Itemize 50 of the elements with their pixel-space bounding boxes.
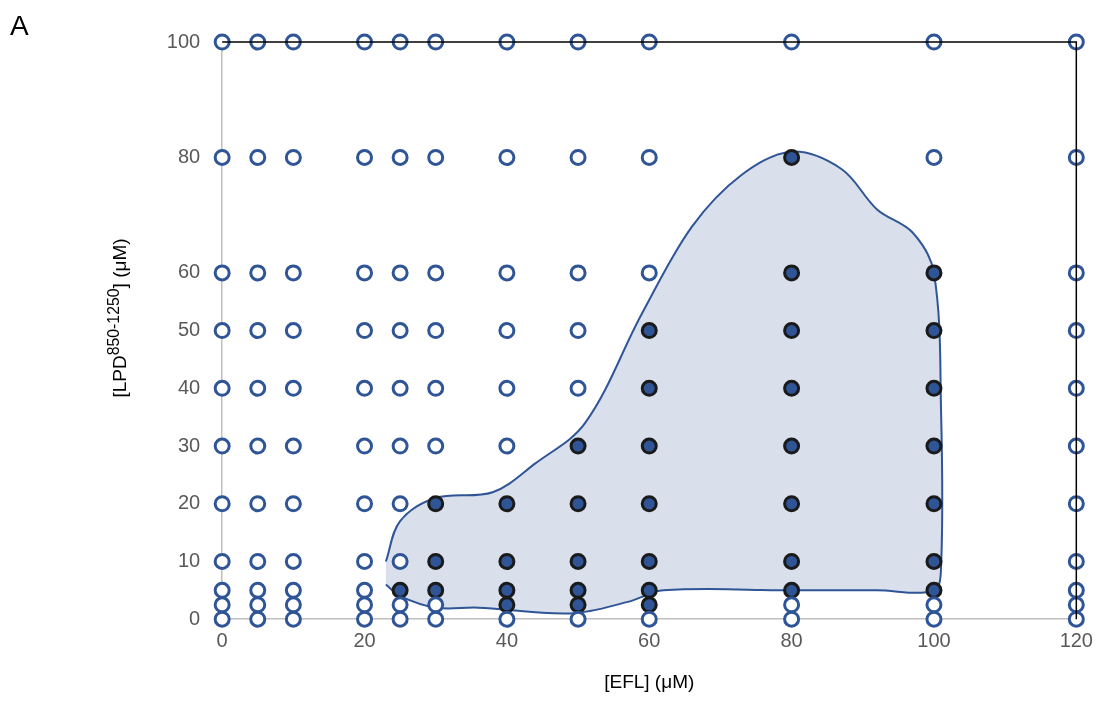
point <box>783 264 801 282</box>
point <box>925 437 943 455</box>
point <box>498 495 516 513</box>
point <box>569 495 587 513</box>
point <box>640 379 658 397</box>
x-axis-title: [EFL] (μM) <box>604 670 695 692</box>
point <box>498 552 516 570</box>
y-tick-label: 50 <box>177 318 201 341</box>
point <box>640 322 658 340</box>
x-tick-label: 0 <box>216 628 228 651</box>
point <box>925 495 943 513</box>
y-tick-label: 30 <box>177 433 201 456</box>
x-tick-label: 20 <box>353 628 376 651</box>
point <box>925 322 943 340</box>
y-tick-label: 0 <box>189 606 201 629</box>
point <box>640 495 658 513</box>
point <box>783 148 801 166</box>
point <box>498 581 516 599</box>
x-tick-label: 80 <box>780 628 803 651</box>
point <box>783 437 801 455</box>
point <box>569 581 587 599</box>
point <box>783 495 801 513</box>
point <box>640 437 658 455</box>
y-tick-label: 60 <box>177 260 201 283</box>
point <box>640 552 658 570</box>
point <box>783 581 801 599</box>
point <box>569 552 587 570</box>
point <box>925 264 943 282</box>
point <box>427 581 445 599</box>
point <box>783 322 801 340</box>
point <box>925 581 943 599</box>
x-tick-label: 40 <box>495 628 519 651</box>
x-tick-label: 100 <box>917 628 951 651</box>
x-tick-label: 60 <box>638 628 661 651</box>
y-tick-label: 20 <box>177 491 201 514</box>
x-tick-label: 120 <box>1059 628 1093 651</box>
y-tick-label: 100 <box>166 29 201 52</box>
point <box>427 552 445 570</box>
y-tick-label: 10 <box>177 549 201 571</box>
point <box>925 379 943 397</box>
y-tick-label: 80 <box>177 144 201 167</box>
point <box>427 495 445 513</box>
point <box>640 581 658 599</box>
point <box>783 379 801 397</box>
point <box>569 437 587 455</box>
point <box>391 581 409 599</box>
y-tick-label: 40 <box>177 375 201 398</box>
point <box>925 552 943 570</box>
point <box>783 552 801 570</box>
chart-title: A <box>10 10 29 42</box>
